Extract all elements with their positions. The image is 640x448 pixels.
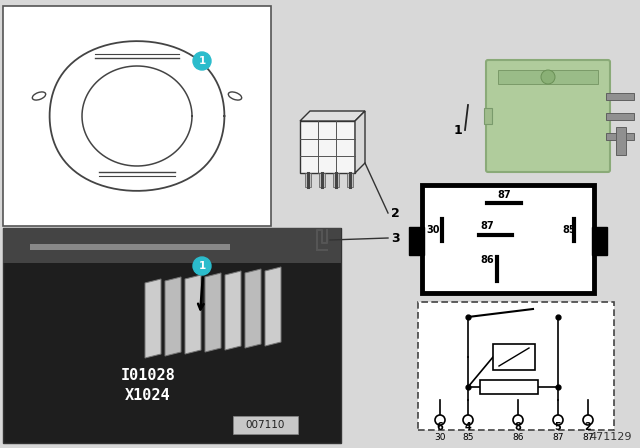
Polygon shape — [300, 121, 355, 173]
Text: 8: 8 — [515, 422, 522, 432]
Text: 86: 86 — [481, 255, 494, 265]
Text: 87: 87 — [552, 432, 564, 441]
Polygon shape — [245, 269, 261, 348]
Text: 471129: 471129 — [589, 432, 632, 442]
Text: 1: 1 — [198, 261, 205, 271]
Bar — [606, 93, 634, 100]
Bar — [422, 185, 594, 293]
Circle shape — [513, 415, 523, 425]
Ellipse shape — [228, 92, 242, 100]
Circle shape — [193, 257, 211, 275]
Polygon shape — [145, 279, 161, 358]
Text: 30: 30 — [426, 225, 440, 235]
Bar — [498, 70, 598, 84]
Polygon shape — [165, 277, 181, 356]
Bar — [480, 380, 538, 394]
Text: 87: 87 — [481, 221, 494, 231]
Text: 85: 85 — [462, 432, 474, 441]
Bar — [333, 173, 339, 187]
Polygon shape — [185, 275, 201, 354]
Circle shape — [553, 415, 563, 425]
Bar — [319, 173, 325, 187]
Bar — [592, 227, 607, 255]
Bar — [3, 228, 341, 443]
Text: 87: 87 — [497, 190, 511, 200]
Bar — [418, 302, 614, 430]
Circle shape — [463, 415, 473, 425]
Text: 30: 30 — [435, 432, 445, 441]
Text: 87: 87 — [582, 432, 594, 441]
Text: 3: 3 — [391, 232, 399, 245]
Polygon shape — [265, 267, 281, 346]
Text: 1: 1 — [453, 124, 462, 137]
Text: X1024: X1024 — [125, 388, 171, 404]
Bar — [3, 6, 271, 226]
Polygon shape — [300, 111, 365, 121]
Circle shape — [193, 52, 211, 70]
Text: 86: 86 — [512, 432, 524, 441]
Bar — [493, 344, 535, 370]
Bar — [233, 416, 298, 434]
Bar — [30, 244, 230, 250]
Text: 2: 2 — [584, 422, 591, 432]
Bar — [3, 228, 341, 263]
Bar — [606, 113, 634, 120]
Text: 6: 6 — [436, 422, 444, 432]
Circle shape — [541, 70, 555, 84]
Text: 4: 4 — [465, 422, 472, 432]
Bar — [484, 108, 492, 124]
Bar — [347, 173, 353, 187]
Ellipse shape — [32, 92, 45, 100]
Circle shape — [435, 415, 445, 425]
Polygon shape — [225, 271, 241, 350]
Bar — [305, 173, 311, 187]
FancyBboxPatch shape — [486, 60, 610, 172]
Text: 007110: 007110 — [245, 420, 285, 430]
Bar — [616, 127, 626, 155]
Polygon shape — [205, 273, 221, 352]
Text: 5: 5 — [555, 422, 561, 432]
Text: 2: 2 — [391, 207, 400, 220]
Text: 85: 85 — [562, 225, 575, 235]
Bar — [30, 244, 230, 250]
Bar — [606, 133, 634, 140]
Text: 1: 1 — [198, 56, 205, 66]
Polygon shape — [355, 111, 365, 173]
Bar — [409, 227, 424, 255]
Circle shape — [583, 415, 593, 425]
Text: I01028: I01028 — [120, 369, 175, 383]
